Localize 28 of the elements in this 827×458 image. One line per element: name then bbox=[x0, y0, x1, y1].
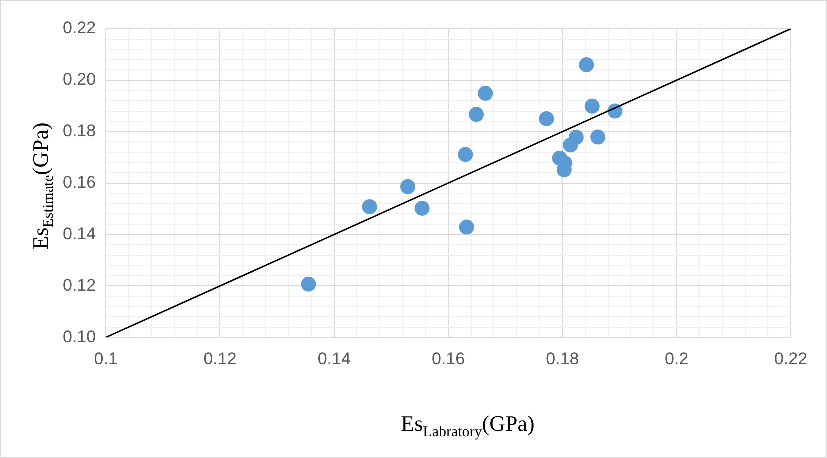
point bbox=[301, 276, 316, 292]
y-tick-label: 0.14 bbox=[62, 224, 96, 244]
point bbox=[469, 107, 484, 122]
point bbox=[400, 179, 416, 194]
y-tick-label: 0.10 bbox=[62, 327, 96, 346]
x-tick-label: 0.12 bbox=[204, 349, 237, 368]
x-tick-label: 0.18 bbox=[546, 349, 580, 368]
point bbox=[458, 147, 474, 162]
x-tick-label: 0.16 bbox=[432, 349, 466, 368]
y-tick-label: 0.18 bbox=[62, 122, 96, 141]
x-tick-label: 0.14 bbox=[318, 349, 351, 368]
y-tick-label: 0.12 bbox=[62, 276, 96, 295]
x-axis-title: Es$_{Labratory}$(GPa) bbox=[400, 411, 536, 442]
point bbox=[362, 199, 378, 214]
x-tick-label: 0.1 bbox=[94, 349, 118, 368]
y-tick-label: 0.16 bbox=[62, 172, 96, 192]
x-tick-label: 0.22 bbox=[774, 349, 808, 368]
point bbox=[563, 138, 578, 153]
point bbox=[590, 130, 606, 145]
point bbox=[459, 220, 474, 235]
point bbox=[414, 201, 430, 216]
point bbox=[539, 112, 554, 127]
y-tick-label: 0.20 bbox=[62, 70, 96, 90]
x-tick-label: 0.2 bbox=[665, 349, 689, 368]
point bbox=[478, 86, 494, 102]
y-tick-label: 0.22 bbox=[62, 18, 96, 38]
point bbox=[579, 58, 594, 73]
point bbox=[584, 98, 600, 114]
